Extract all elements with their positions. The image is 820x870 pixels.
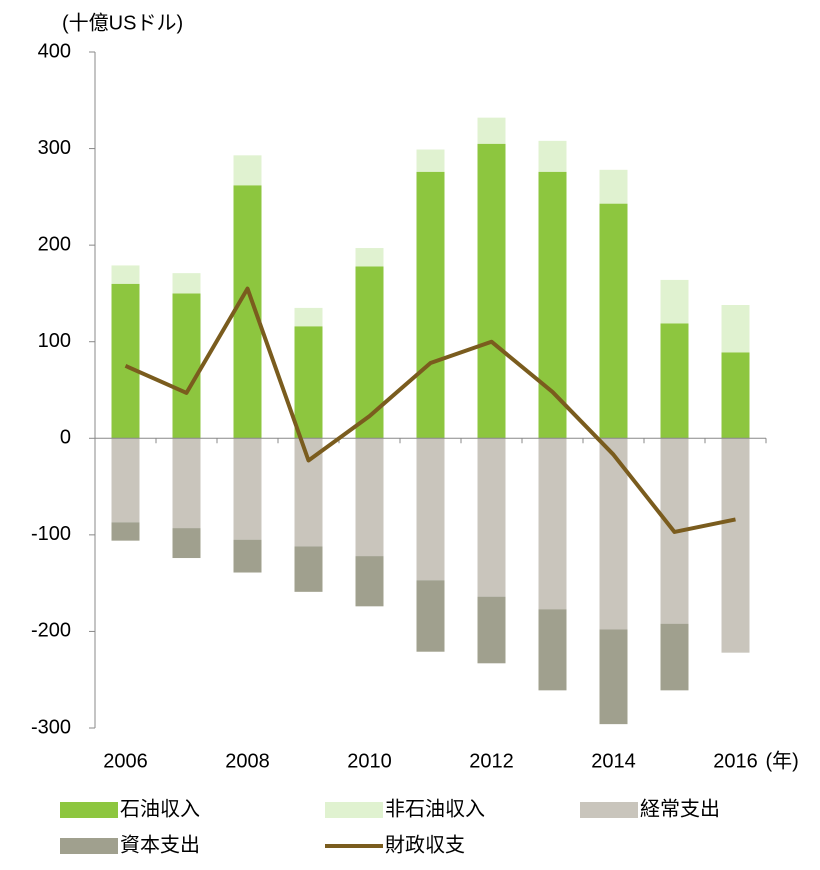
- y-axis-label: (十億USドル): [62, 11, 183, 34]
- bar: [172, 528, 201, 559]
- bar: [477, 596, 506, 664]
- x-tick-label: 2006: [103, 750, 148, 772]
- bar: [172, 293, 201, 439]
- legend-swatch: [60, 802, 118, 818]
- bar: [111, 283, 140, 439]
- bar: [172, 438, 201, 529]
- legend-label: 財政収支: [385, 833, 465, 856]
- bar: [477, 438, 506, 597]
- bar: [416, 149, 445, 172]
- legend-label: 資本支出: [120, 833, 200, 856]
- bar: [721, 352, 750, 439]
- bar: [599, 203, 628, 439]
- line: [124, 286, 736, 534]
- bar: [538, 140, 567, 172]
- bar: [477, 117, 506, 144]
- y-tick-label: 0: [60, 427, 71, 449]
- bar: [355, 266, 384, 439]
- bar: [538, 438, 567, 610]
- x-tick-label: 2014: [591, 750, 636, 772]
- bar: [599, 438, 628, 630]
- bar: [355, 438, 384, 557]
- bar: [416, 580, 445, 652]
- y-tick-label: -200: [31, 620, 71, 642]
- bar: [660, 623, 689, 691]
- bar: [416, 171, 445, 439]
- x-tick-label: 2016: [713, 750, 758, 772]
- y-tick-label: -100: [31, 523, 71, 545]
- bar: [111, 265, 140, 284]
- y-tick-label: 300: [38, 137, 71, 159]
- y-tick-label: -300: [31, 716, 71, 738]
- bar: [294, 326, 323, 439]
- bar: [233, 438, 262, 540]
- bar: [111, 522, 140, 541]
- bar: [538, 609, 567, 691]
- bar: [355, 248, 384, 267]
- x-axis-label: (年): [766, 749, 799, 772]
- bar: [294, 546, 323, 592]
- x-tick-label: 2008: [225, 750, 270, 772]
- bar: [660, 279, 689, 324]
- bar: [111, 438, 140, 523]
- bar: [660, 323, 689, 439]
- bar: [538, 171, 567, 439]
- y-tick-label: 100: [38, 330, 71, 352]
- bar: [172, 273, 201, 294]
- legend-swatch: [580, 802, 638, 818]
- legend-label: 非石油収入: [385, 797, 485, 820]
- bar: [477, 143, 506, 439]
- x-tick-label: 2012: [469, 750, 514, 772]
- y-tick-label: 200: [38, 233, 71, 255]
- bar: [599, 629, 628, 725]
- bar: [233, 539, 262, 573]
- bar: [416, 438, 445, 581]
- x-tick-label: 2010: [347, 750, 392, 772]
- legend-label: 石油収入: [120, 797, 200, 820]
- bar: [721, 305, 750, 353]
- bar: [721, 438, 750, 653]
- bar: [233, 155, 262, 186]
- bar: [355, 556, 384, 607]
- y-tick-label: 400: [38, 40, 71, 62]
- bar: [294, 307, 323, 327]
- legend-swatch: [325, 802, 383, 818]
- legend-label: 経常支出: [640, 797, 720, 820]
- legend-swatch: [60, 838, 118, 854]
- bar: [599, 169, 628, 204]
